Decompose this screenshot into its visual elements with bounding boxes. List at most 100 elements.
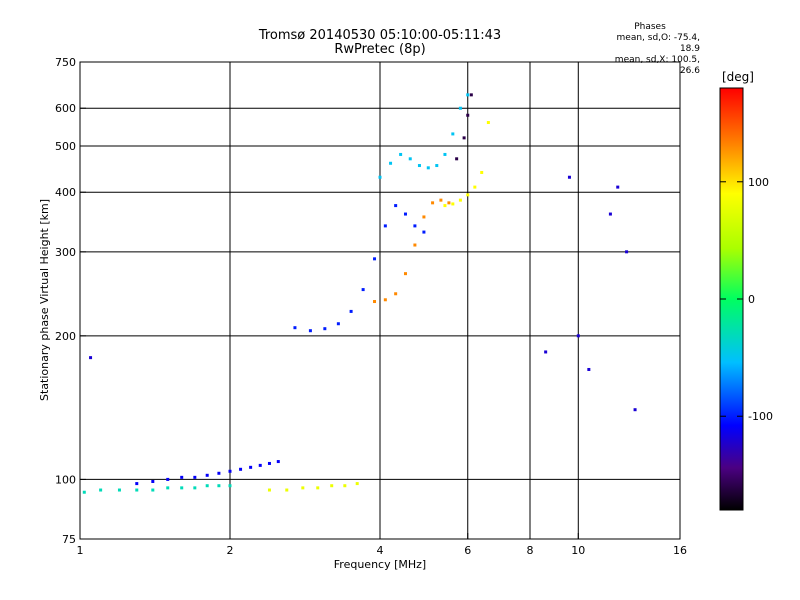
- y-tick-label: 200: [55, 330, 76, 343]
- chart-grid: [79, 61, 681, 540]
- data-point: [316, 486, 320, 490]
- data-point: [336, 322, 340, 326]
- data-point: [473, 185, 477, 189]
- data-point: [217, 471, 221, 475]
- data-point: [587, 367, 591, 371]
- data-point: [399, 152, 403, 156]
- data-point: [355, 482, 359, 486]
- data-point: [458, 106, 462, 110]
- data-point: [217, 484, 221, 488]
- phases-mean-o: mean, sd,O: -75.4, 18.9: [616, 33, 700, 54]
- data-point: [439, 198, 443, 202]
- data-point: [193, 486, 197, 490]
- data-point: [443, 204, 447, 208]
- data-point: [567, 175, 571, 179]
- data-point: [633, 408, 637, 412]
- data-point: [151, 479, 155, 483]
- data-point: [99, 488, 103, 492]
- chart-subtitle: RwPretec (8p): [334, 42, 426, 57]
- y-tick-label: 750: [55, 56, 76, 69]
- data-point: [451, 132, 455, 136]
- data-point: [323, 327, 327, 331]
- data-point: [443, 152, 447, 156]
- data-point: [239, 467, 243, 471]
- data-point: [135, 482, 139, 486]
- data-point: [285, 488, 289, 492]
- data-point: [616, 185, 620, 189]
- x-tick-label: 10: [571, 544, 585, 557]
- data-point: [413, 243, 417, 247]
- data-point: [426, 166, 430, 170]
- x-axis-label: Frequency [MHz]: [334, 558, 426, 571]
- data-point: [205, 484, 209, 488]
- y-tick-label: 600: [55, 102, 76, 115]
- data-point: [373, 300, 377, 304]
- data-point: [151, 488, 155, 492]
- phases-header: Phases: [634, 22, 666, 32]
- data-point: [343, 484, 347, 488]
- y-axis-label: Stationary phase Virtual Height [km]: [38, 199, 51, 401]
- data-point: [466, 193, 470, 197]
- data-point: [267, 488, 271, 492]
- colorbar-tick-label: 0: [748, 293, 755, 306]
- data-point: [462, 136, 466, 140]
- data-point: [576, 334, 580, 338]
- data-point: [451, 202, 455, 206]
- data-point: [373, 257, 377, 261]
- colorbar-tick-label: -100: [748, 410, 773, 423]
- data-point: [383, 224, 387, 228]
- y-tick-label: 100: [55, 473, 76, 486]
- data-point: [89, 356, 93, 360]
- data-point: [267, 461, 271, 465]
- data-point: [117, 488, 121, 492]
- phases-mean-x: mean, sd,X: 100.5, 26.6: [614, 55, 700, 76]
- data-point: [82, 490, 86, 494]
- data-point: [544, 350, 548, 354]
- data-point: [330, 484, 334, 488]
- data-point: [249, 465, 253, 469]
- x-tick-label: 8: [527, 544, 534, 557]
- data-point: [403, 212, 407, 216]
- data-point: [466, 93, 470, 97]
- y-tick-label: 300: [55, 246, 76, 259]
- phases-summary: Phases mean, sd,O: -75.4, 18.9 mean, sd,…: [600, 22, 700, 77]
- data-point: [431, 201, 435, 205]
- chart-title: Tromsø 20140530 05:10:00-05:11:43: [258, 28, 502, 43]
- data-point: [308, 329, 312, 333]
- data-point: [276, 460, 280, 464]
- data-point: [378, 175, 382, 179]
- data-point: [258, 463, 262, 467]
- data-point: [205, 473, 209, 477]
- data-point: [435, 164, 439, 168]
- data-point: [180, 475, 184, 479]
- data-point: [422, 230, 426, 234]
- data-point: [486, 121, 490, 125]
- data-point: [608, 212, 612, 216]
- data-point: [228, 469, 232, 473]
- data-point: [447, 201, 451, 205]
- data-point: [293, 326, 297, 330]
- data-point: [422, 215, 426, 219]
- data-point: [228, 484, 232, 488]
- data-point: [455, 157, 459, 161]
- data-point: [413, 224, 417, 228]
- data-point: [466, 113, 470, 117]
- x-tick-label: 2: [227, 544, 234, 557]
- colorbar-tick-label: 100: [748, 176, 769, 189]
- x-tick-label: 4: [377, 544, 384, 557]
- data-point: [458, 198, 462, 202]
- x-tick-label: 1: [77, 544, 84, 557]
- x-axis: 1 2 4 6 8 10 16: [77, 533, 687, 557]
- colorbar-unit: [deg]: [722, 70, 754, 84]
- data-point: [166, 486, 170, 490]
- data-point: [417, 164, 421, 168]
- data-point: [361, 288, 365, 292]
- data-point: [349, 309, 353, 313]
- y-axis: 75 100 200 300 400 500 600 750: [55, 56, 86, 546]
- x-tick-label: 6: [464, 544, 471, 557]
- y-tick-label: 75: [62, 533, 76, 546]
- data-point: [135, 488, 139, 492]
- colorbar-axis: 100 0 -100: [720, 176, 773, 423]
- data-point: [480, 170, 484, 174]
